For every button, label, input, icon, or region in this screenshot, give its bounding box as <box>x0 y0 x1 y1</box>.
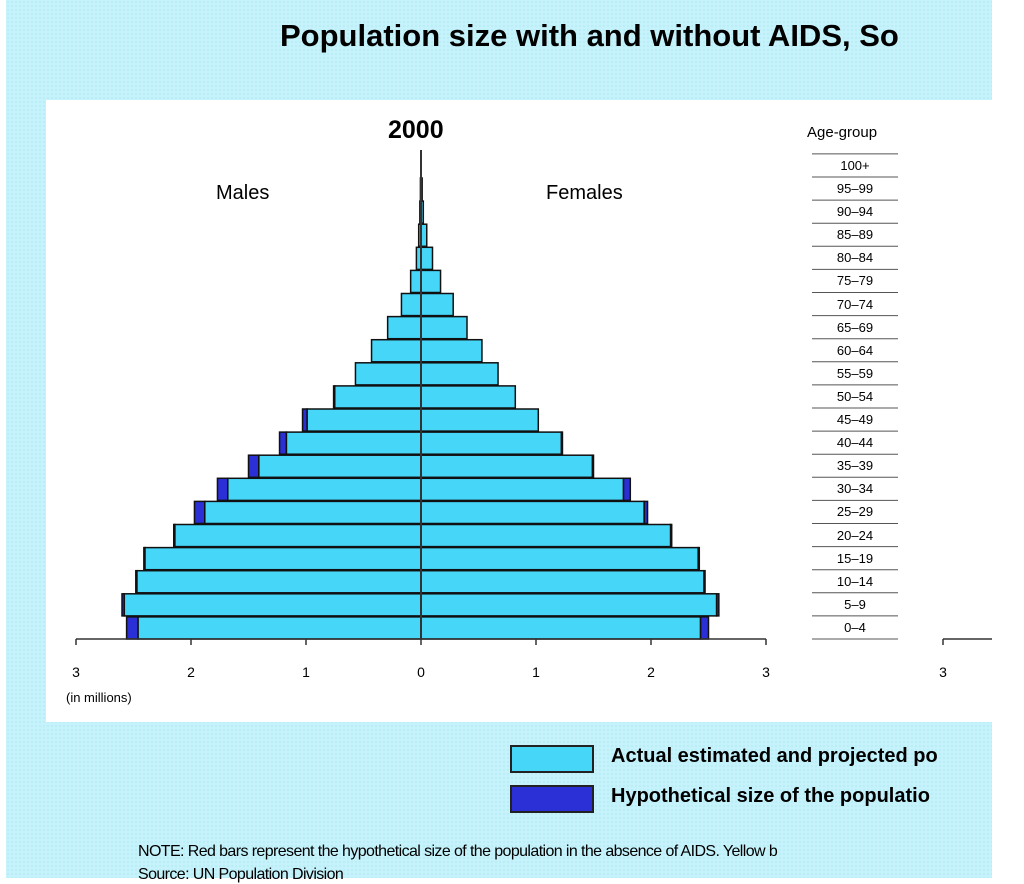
chart-title: Population size with and without AIDS, S… <box>280 18 899 53</box>
age-group-label: 100+ <box>840 157 870 173</box>
females-actual-bar <box>420 593 718 617</box>
males-actual-bar <box>204 500 422 525</box>
females-actual-bar <box>420 616 702 640</box>
females-actual-bar <box>420 385 517 409</box>
age-group-label: 35–39 <box>836 458 874 474</box>
females-actual-bar <box>420 292 454 317</box>
age-group-label: 15–19 <box>836 550 874 566</box>
age-group-label: 20–24 <box>836 527 874 543</box>
legend-label-actual: Actual estimated and projected po <box>611 745 938 767</box>
males-actual-bar <box>306 408 422 432</box>
males-actual-bar <box>400 292 422 317</box>
females-label: Females <box>546 182 623 204</box>
age-group-label: 25–29 <box>836 504 874 520</box>
males-hypothetical-bar <box>125 616 139 640</box>
females-actual-bar <box>420 431 563 455</box>
x-tick-label: 3 <box>72 664 80 680</box>
age-group-label: 65–69 <box>836 319 874 335</box>
x-tick-label: 1 <box>532 664 540 680</box>
males-actual-bar <box>409 269 422 294</box>
males-actual-bar <box>137 616 422 640</box>
males-actual-bar <box>334 385 422 409</box>
females-actual-bar <box>420 338 483 363</box>
females-actual-bar <box>420 315 468 340</box>
females-hypothetical-bar <box>622 477 632 502</box>
x-tick-label: 2 <box>187 664 195 680</box>
x-tick-label: 3 <box>762 664 770 680</box>
age-group-label: 10–14 <box>836 573 874 589</box>
females-hypothetical-bar <box>699 616 710 640</box>
females-actual-bar <box>420 269 442 294</box>
legend-swatch-hypothetical <box>510 785 594 813</box>
age-group-label: 95–99 <box>836 181 874 196</box>
males-actual-bar <box>285 431 422 455</box>
chart-year: 2000 <box>388 116 444 144</box>
age-group-label: 80–84 <box>836 250 874 266</box>
females-actual-bar <box>420 454 594 479</box>
age-group-label: 0–4 <box>844 619 866 635</box>
age-group-label: 75–79 <box>836 273 874 289</box>
source-text: Source: UN Population Division <box>138 866 344 883</box>
age-group-label: 70–74 <box>836 296 874 312</box>
x-tick-label: 3 <box>939 664 947 680</box>
males-actual-bar <box>354 362 422 386</box>
age-group-label: 50–54 <box>836 388 874 404</box>
males-hypothetical-bar <box>278 431 288 455</box>
females-actual-bar <box>420 500 645 525</box>
males-hypothetical-bar <box>193 500 206 525</box>
males-actual-bar <box>386 315 422 340</box>
males-actual-bar <box>174 523 422 548</box>
x-tick-label: 1 <box>302 664 310 680</box>
males-hypothetical-bar <box>216 477 229 502</box>
x-tick-label: 0 <box>417 664 425 680</box>
age-group-label: 85–89 <box>836 227 874 243</box>
legend-swatch-actual <box>510 745 594 773</box>
males-actual-bar <box>227 477 422 502</box>
age-group-label: 90–94 <box>836 204 874 220</box>
unit-label: (in millions) <box>66 690 132 705</box>
note-text: NOTE: Red bars represent the hypothetica… <box>138 843 778 860</box>
females-actual-bar <box>420 477 625 502</box>
females-actual-bar <box>420 546 699 571</box>
females-actual-bar <box>420 362 499 386</box>
males-label: Males <box>216 182 270 204</box>
females-actual-bar <box>420 523 672 548</box>
age-group-label: 5–9 <box>844 596 866 612</box>
age-group-label: 60–64 <box>836 342 874 358</box>
x-tick-label: 2 <box>647 664 655 680</box>
age-group-label: 30–34 <box>836 481 874 497</box>
males-actual-bar <box>258 454 422 479</box>
females-actual-bar <box>420 569 705 594</box>
males-actual-bar <box>370 338 422 363</box>
age-group-label: 40–44 <box>836 435 874 451</box>
legend-label-hypothetical: Hypothetical size of the populatio <box>611 785 930 807</box>
males-actual-bar <box>136 569 422 594</box>
males-hypothetical-bar <box>247 454 260 479</box>
age-group-label: 55–59 <box>836 365 874 381</box>
females-actual-bar <box>420 246 434 271</box>
females-actual-bar <box>420 408 540 432</box>
males-actual-bar <box>123 593 422 617</box>
age-group-header: Age-group <box>807 124 878 141</box>
age-group-label: 45–49 <box>836 412 874 427</box>
males-actual-bar <box>144 546 422 571</box>
